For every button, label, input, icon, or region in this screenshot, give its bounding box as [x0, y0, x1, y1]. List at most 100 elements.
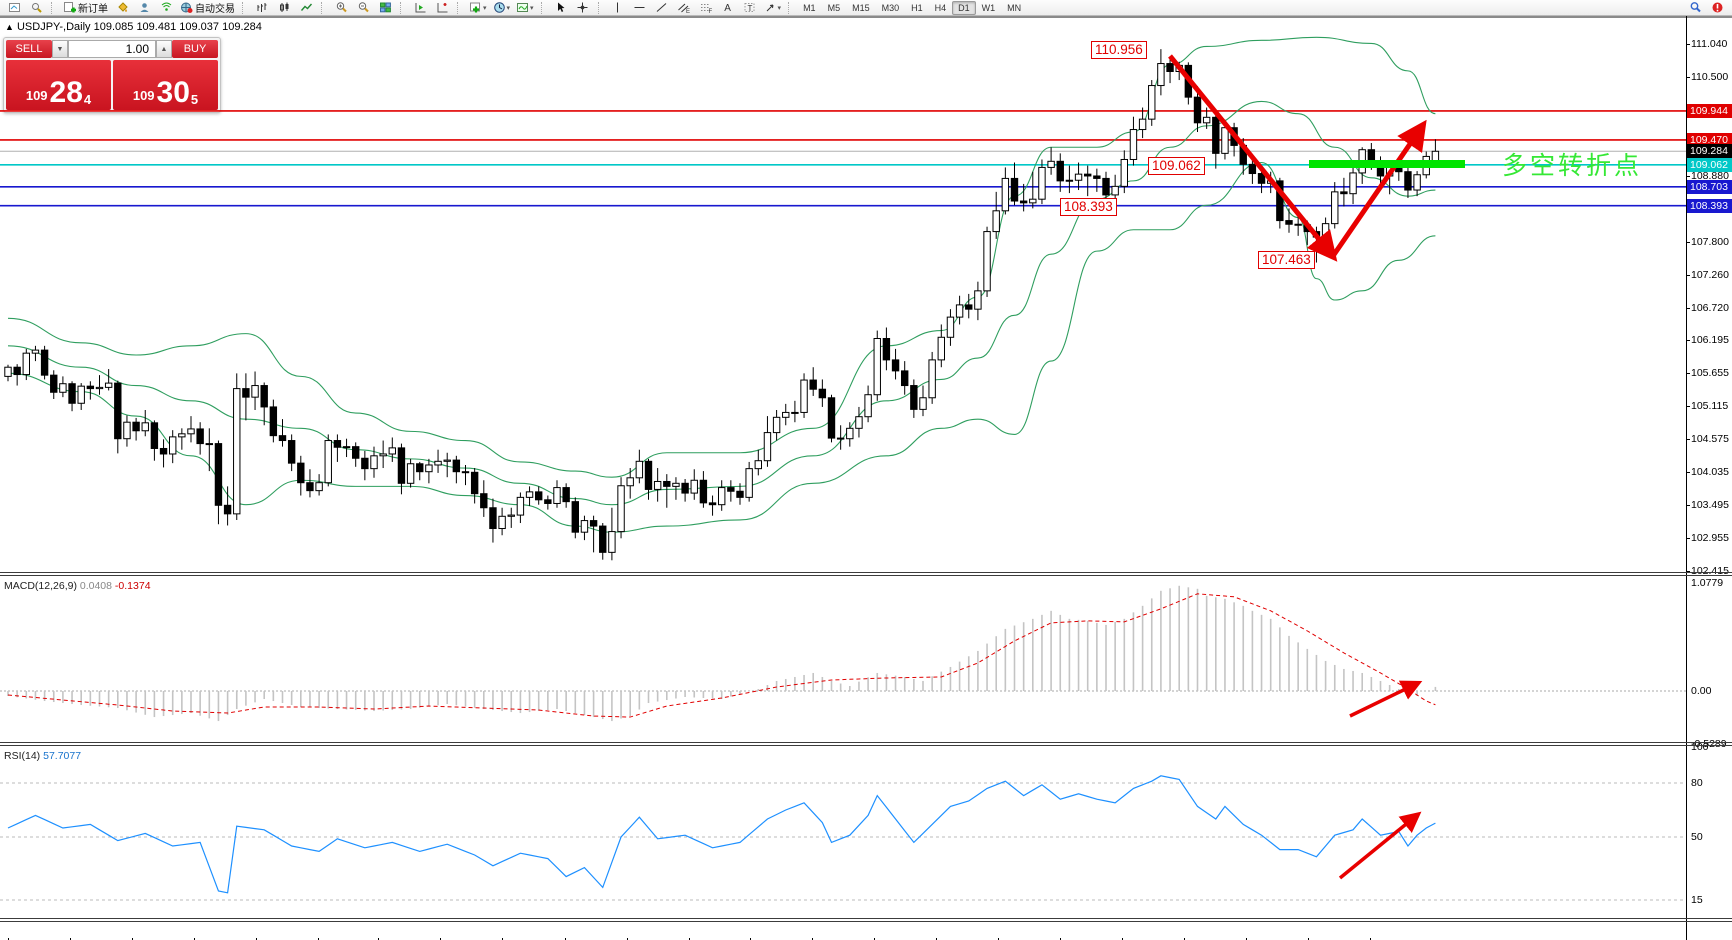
- buy-quote[interactable]: 109 30 5: [113, 60, 218, 110]
- sell-price-point: 4: [83, 92, 92, 107]
- candle: [535, 491, 543, 501]
- preview-button[interactable]: [26, 0, 46, 16]
- text-button[interactable]: A: [718, 0, 738, 16]
- zoom-out-button[interactable]: [353, 0, 373, 16]
- macd-indicator-label: MACD(12,26,9) 0.0408 -0.1374: [4, 580, 151, 592]
- candle: [196, 428, 204, 445]
- price-flag-109.062[interactable]: 109.062: [1148, 157, 1205, 175]
- support-zone-marker[interactable]: [1309, 160, 1465, 168]
- zoom-in-button[interactable]: [331, 0, 351, 16]
- add-indicator-button[interactable]: ▾: [467, 0, 489, 16]
- horizontal-line-button[interactable]: [630, 0, 650, 16]
- chart-shift-button[interactable]: [432, 0, 452, 16]
- signal-button[interactable]: [156, 0, 176, 16]
- candle: [434, 460, 442, 466]
- auto-scroll-icon: [415, 3, 425, 13]
- search-button[interactable]: [1685, 0, 1705, 16]
- bar-chart-mode-button[interactable]: [252, 0, 272, 16]
- candle: [233, 388, 241, 515]
- timeframe-m1-button[interactable]: M1: [803, 2, 816, 13]
- ohlc-high: 109.481: [136, 21, 177, 33]
- timeframe-d1-button[interactable]: D1: [952, 0, 976, 15]
- vertical-line-button[interactable]: [608, 0, 628, 16]
- volume-decrease-button[interactable]: ▼: [52, 40, 68, 58]
- arrows-button[interactable]: ▾: [762, 0, 784, 16]
- new-order-button[interactable]: 新订单: [61, 0, 110, 16]
- chart-window-button[interactable]: [4, 0, 24, 16]
- panel-separator[interactable]: [0, 921, 1732, 922]
- tile-windows-button[interactable]: [375, 0, 395, 16]
- text-icon: A: [724, 3, 731, 14]
- panel-separator[interactable]: [0, 742, 1732, 743]
- candle: [1321, 223, 1330, 238]
- profile-button[interactable]: [134, 0, 154, 16]
- candle: [114, 382, 122, 440]
- timeframe-h1-button[interactable]: H1: [911, 2, 923, 13]
- templates-button[interactable]: ▾: [514, 0, 536, 16]
- timeframe-mn-button[interactable]: MN: [1007, 2, 1022, 13]
- candle: [342, 446, 351, 449]
- timeframe-m30-button[interactable]: M30: [881, 2, 900, 13]
- time-tick: [1246, 938, 1247, 940]
- chart-area[interactable]: ▲ USDJPY-,Daily 109.085 109.481 109.037 …: [0, 16, 1732, 940]
- trendline-button[interactable]: [652, 0, 672, 16]
- candle: [1212, 116, 1220, 154]
- text-label-button[interactable]: T: [740, 0, 760, 16]
- price-flag-107.463[interactable]: 107.463: [1258, 251, 1315, 269]
- macd-signal-line: [7, 593, 1436, 718]
- periods-button[interactable]: ▾: [491, 0, 513, 16]
- chevron-down-icon: ▾: [483, 4, 487, 12]
- panel-separator[interactable]: [0, 572, 1732, 573]
- timeframe-m15-button[interactable]: M15: [852, 2, 870, 13]
- trend-arrow[interactable]: [1168, 54, 1338, 262]
- price-badge-109.944: 109.944: [1687, 103, 1732, 118]
- price-badge-108.703: 108.703: [1687, 179, 1732, 194]
- timeframe-h4-button[interactable]: H4: [934, 2, 947, 13]
- fibonacci-button[interactable]: F: [696, 0, 716, 16]
- sell-quote[interactable]: 109 28 4: [6, 60, 111, 110]
- styler-button[interactable]: [112, 0, 132, 16]
- buy-button[interactable]: BUY: [172, 40, 218, 58]
- chart-window-icon: [8, 3, 20, 12]
- panel-separator[interactable]: [0, 575, 1732, 576]
- price-axis-label: 106.720: [1691, 301, 1729, 314]
- candle-mode-button[interactable]: [274, 0, 294, 16]
- macd-arrow[interactable]: [1349, 680, 1423, 718]
- candle: [159, 447, 168, 455]
- candle: [50, 374, 58, 393]
- cn-annotation-text: 多空转折点: [1502, 152, 1643, 180]
- rsi-arrow[interactable]: [1338, 811, 1422, 880]
- candle: [653, 480, 662, 490]
- price-chart-canvas[interactable]: [0, 16, 1686, 940]
- bollinger-middle-band: [7, 100, 1436, 506]
- timeframe-m5-button[interactable]: M5: [827, 2, 841, 13]
- add-indicator-icon: [470, 2, 480, 13]
- candle: [1084, 173, 1092, 177]
- axis-tick: [1686, 537, 1690, 539]
- panel-separator[interactable]: [0, 745, 1732, 746]
- trend-arrow[interactable]: [1330, 119, 1427, 258]
- price-flag-110.956[interactable]: 110.956: [1091, 41, 1147, 59]
- crosshair-button[interactable]: [573, 0, 593, 16]
- time-tick: [750, 938, 751, 940]
- panel-separator[interactable]: [0, 918, 1732, 919]
- rsi-value: 57.7077: [43, 750, 82, 762]
- periods-icon: [493, 2, 505, 13]
- candle: [379, 453, 387, 457]
- notification-button[interactable]: [1707, 0, 1727, 16]
- cursor-button[interactable]: [551, 0, 571, 16]
- volume-input[interactable]: 1.00: [68, 40, 156, 58]
- candle: [315, 482, 323, 492]
- sell-button[interactable]: SELL: [6, 40, 52, 58]
- timeframe-w1-button[interactable]: W1: [981, 2, 996, 13]
- line-mode-button[interactable]: [296, 0, 316, 16]
- autotrade-button[interactable]: 自动交易: [178, 0, 237, 16]
- candle: [1413, 174, 1421, 191]
- axis-tick: [1686, 175, 1690, 177]
- price-flag-108.393[interactable]: 108.393: [1060, 198, 1117, 216]
- equidistant-channel-button[interactable]: E: [674, 0, 694, 16]
- candle: [827, 397, 836, 439]
- volume-increase-button[interactable]: ▲: [156, 40, 172, 58]
- auto-scroll-button[interactable]: [410, 0, 430, 16]
- zoom-in-icon: [336, 2, 347, 13]
